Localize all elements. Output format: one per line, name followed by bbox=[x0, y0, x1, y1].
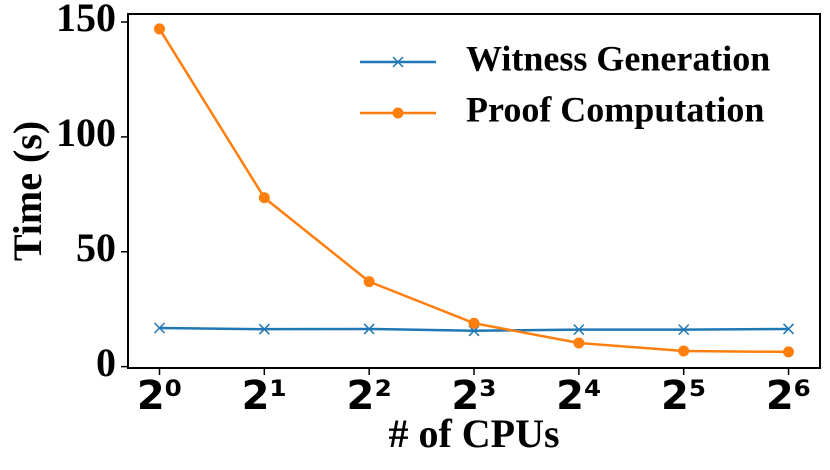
point bbox=[573, 324, 585, 336]
legend-marker bbox=[392, 107, 404, 119]
y-tick-label: 0 bbox=[96, 340, 116, 385]
point bbox=[678, 345, 690, 357]
x-tick-label: 2⁴ bbox=[556, 373, 601, 419]
point bbox=[468, 317, 480, 329]
x-tick-label: 2¹ bbox=[242, 373, 287, 419]
point bbox=[678, 324, 690, 336]
point bbox=[783, 346, 795, 358]
point bbox=[153, 23, 165, 35]
point bbox=[783, 323, 795, 335]
y-tick-label: 150 bbox=[56, 0, 116, 40]
point bbox=[573, 337, 585, 349]
x-tick-label: 2⁶ bbox=[766, 373, 811, 419]
point bbox=[363, 276, 375, 288]
point bbox=[258, 192, 270, 204]
x-tick-label: 2⁰ bbox=[137, 373, 182, 419]
x-tick-label: 2² bbox=[346, 373, 391, 419]
legend-label: Witness Generation bbox=[466, 38, 770, 78]
x-axis-label: # of CPUs bbox=[388, 411, 559, 456]
y-tick-label: 50 bbox=[76, 225, 116, 270]
y-tick-label: 100 bbox=[56, 110, 116, 155]
point bbox=[258, 323, 270, 335]
y-axis-label: Time (s) bbox=[5, 121, 50, 261]
plot-frame bbox=[127, 13, 821, 369]
x-tick-label: 2³ bbox=[451, 373, 496, 419]
point bbox=[153, 322, 166, 334]
legend-label: Proof Computation bbox=[466, 89, 764, 129]
x-tick-label: 2⁵ bbox=[661, 373, 706, 419]
point bbox=[363, 323, 375, 335]
legend-marker bbox=[392, 56, 404, 68]
